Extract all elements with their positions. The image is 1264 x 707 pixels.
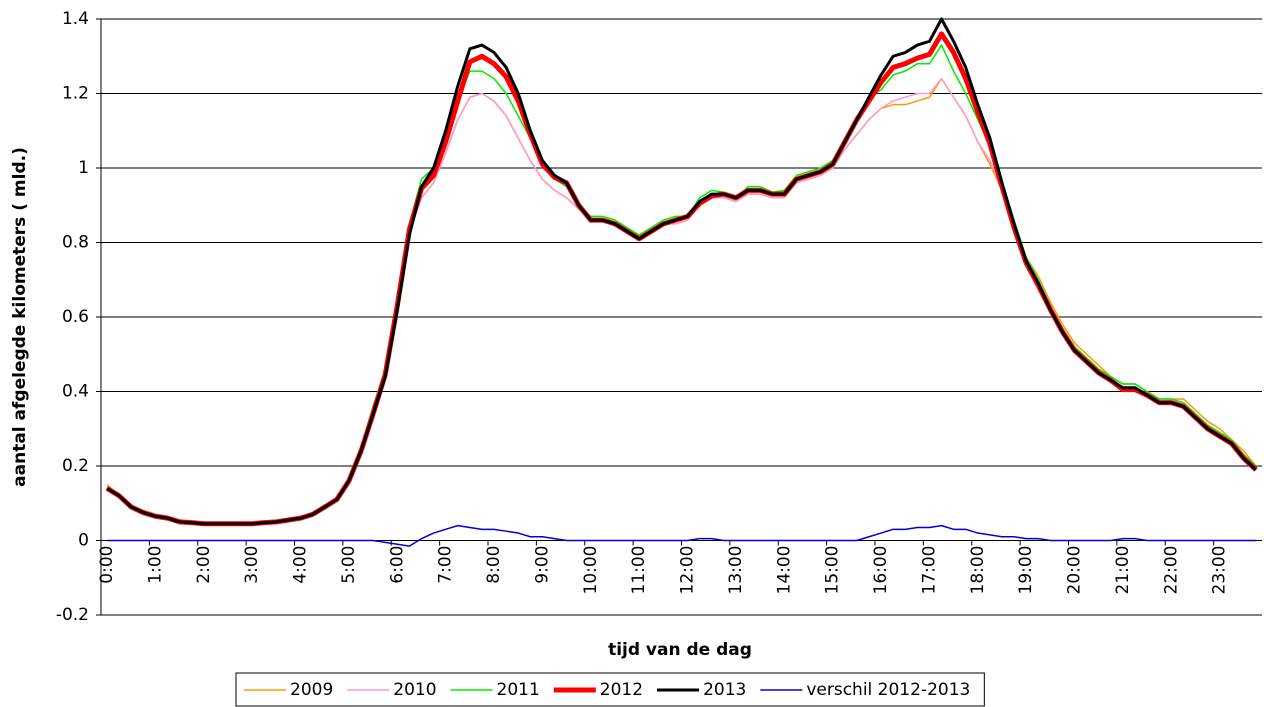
x-tick-label: 1:00	[145, 546, 165, 584]
legend-label: 2010	[393, 680, 436, 700]
x-tick-label: 22:00	[1161, 546, 1181, 595]
x-tick-label: 23:00	[1210, 546, 1230, 595]
legend-label: verschil 2012-2013	[806, 680, 970, 700]
legend-label: 2013	[703, 680, 746, 700]
x-tick-label: 0:00	[97, 546, 117, 584]
series-line	[105, 31, 1258, 527]
y-tick-label: 1	[78, 158, 89, 178]
legend-label: 2009	[290, 680, 333, 700]
legend: 2009 2010 2011 2012 2013 verschil 2012-2013	[235, 672, 985, 707]
y-tick-label: 0.4	[62, 382, 89, 402]
x-tick-label: 14:00	[774, 546, 794, 595]
x-tick-label: 18:00	[968, 546, 988, 595]
series-line	[106, 77, 1257, 525]
x-tick-label: 12:00	[678, 546, 698, 595]
x-axis-label: tijd van de dag	[608, 640, 752, 660]
y-tick-label: -0.2	[56, 605, 89, 625]
y-axis-label: aantal afgelegde kilometers ( mld.)	[10, 147, 30, 487]
x-tick-label: 4:00	[291, 546, 311, 584]
x-tick-label: 8:00	[484, 546, 504, 584]
series-line	[106, 17, 1257, 526]
x-tick-label: 15:00	[823, 546, 843, 595]
legend-label: 2012	[600, 680, 643, 700]
x-tick-label: 3:00	[242, 546, 262, 584]
x-tick-label: 9:00	[532, 546, 552, 584]
x-tick-label: 20:00	[1065, 546, 1085, 595]
x-tick-label: 16:00	[871, 546, 891, 595]
series-line	[106, 44, 1257, 525]
series-line	[106, 77, 1257, 525]
y-tick-label: 1.2	[62, 84, 89, 104]
legend-label: 2011	[497, 680, 540, 700]
x-tick-label: 10:00	[581, 546, 601, 595]
y-tick-label: 0.8	[62, 233, 89, 253]
x-tick-label: 5:00	[339, 546, 359, 584]
y-tick-label: 0	[78, 531, 89, 551]
x-tick-label: 13:00	[726, 546, 746, 595]
x-tick-label: 11:00	[629, 546, 649, 595]
y-tick-label: 1.4	[62, 9, 89, 29]
y-tick-label: 0.2	[62, 456, 89, 476]
y-tick-label: 0.6	[62, 307, 89, 327]
series-line	[107, 524, 1256, 547]
x-tick-label: 21:00	[1113, 546, 1133, 595]
x-tick-label: 19:00	[1016, 546, 1036, 595]
x-tick-label: 17:00	[919, 546, 939, 595]
x-tick-label: 2:00	[194, 546, 214, 584]
x-tick-label: 6:00	[387, 546, 407, 584]
x-tick-label: 7:00	[436, 546, 456, 584]
